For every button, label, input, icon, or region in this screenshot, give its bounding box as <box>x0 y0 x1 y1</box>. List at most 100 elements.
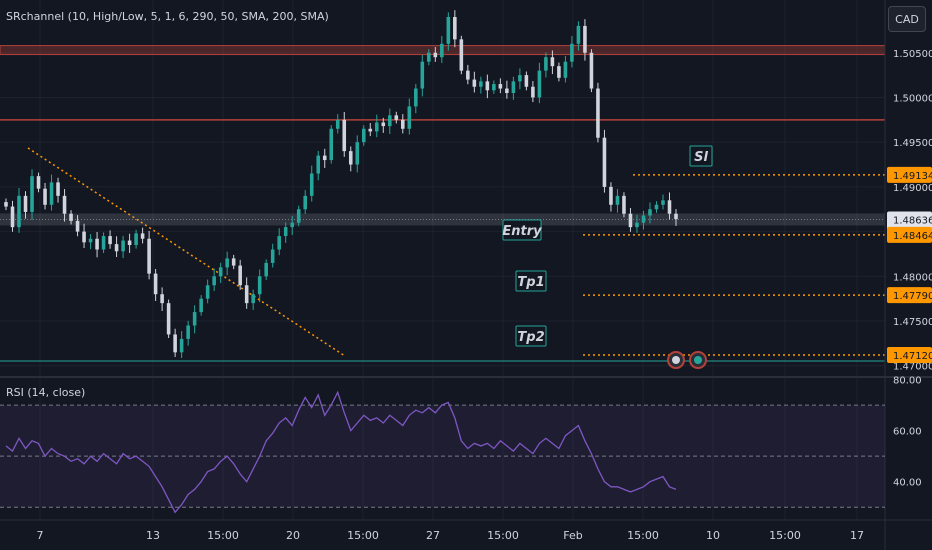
candle-up <box>420 61 425 89</box>
time-tick-label: 20 <box>286 529 300 542</box>
candle-down <box>609 186 613 205</box>
candle-down <box>589 52 594 89</box>
price-tick-label: 1.50500 <box>893 49 932 60</box>
rsi-line <box>5 390 677 514</box>
candle-down <box>114 244 119 252</box>
candle-up <box>179 338 184 353</box>
candle-down <box>231 258 236 266</box>
time-tick-label: 15:00 <box>769 529 801 542</box>
candle-down <box>628 213 633 228</box>
candle-down <box>166 303 171 335</box>
candle-down <box>466 70 470 80</box>
candle-up <box>30 176 34 212</box>
candle-down <box>43 188 47 205</box>
candle-down <box>459 39 464 71</box>
candle-up <box>264 262 268 277</box>
event-icon-center <box>694 356 702 364</box>
rsi-label[interactable]: RSI (14, close) <box>6 386 86 399</box>
candle-up <box>427 52 431 62</box>
candle-up <box>101 236 106 250</box>
candle-down <box>433 52 438 58</box>
candle-up <box>186 325 190 339</box>
candle-down <box>322 155 327 161</box>
price-tick-label: 1.49500 <box>893 138 932 149</box>
price-tick-label: 1.49000 <box>893 183 932 194</box>
entry-label-text: Entry <box>502 224 542 239</box>
tp2-label-text: Tp2 <box>517 330 544 345</box>
tp1-price-tag: 1.47790 <box>893 291 932 302</box>
candle-down <box>62 195 67 214</box>
candle-up <box>290 222 295 228</box>
time-tick-label: 15:00 <box>487 529 519 542</box>
sl-price-tag: 1.49134 <box>893 171 932 182</box>
sl-label: Sl <box>689 145 713 167</box>
rsi-tick-label: 80.00 <box>893 376 922 387</box>
candle-down <box>140 233 145 239</box>
entry-label: Entry <box>502 219 542 241</box>
candle-up <box>355 142 360 165</box>
grid-lines <box>0 0 885 520</box>
candle-down <box>36 176 41 189</box>
tp1-label-box <box>515 270 547 292</box>
currency-button[interactable]: CAD <box>888 6 926 32</box>
candle-down <box>4 202 8 207</box>
candle-down <box>557 66 561 78</box>
price-tick-label: 1.47000 <box>893 362 932 373</box>
candle-down <box>95 238 99 250</box>
candle-down <box>550 57 555 67</box>
entry-label-box <box>502 219 542 241</box>
candle-down <box>56 182 60 196</box>
price-axis[interactable]: 1.505001.500001.495001.490001.485001.480… <box>884 0 932 550</box>
candle-down <box>596 88 600 138</box>
candle-up <box>17 195 21 228</box>
candle-down <box>453 16 457 40</box>
candle-up <box>192 312 197 326</box>
candle-down <box>401 119 405 129</box>
time-axis[interactable]: 7 13 15:00 20 15:00 27 15:00 Feb 15:00 10 15:00 17 <box>0 519 932 542</box>
candle-up <box>661 200 665 205</box>
time-tick-label: Feb <box>563 529 582 542</box>
candle-down <box>381 122 386 127</box>
candle-up <box>615 195 620 205</box>
time-tick-label: 17 <box>850 529 864 542</box>
candle-up <box>518 75 522 82</box>
candle-down <box>69 213 73 221</box>
candle-up <box>635 222 639 228</box>
candle-up <box>88 238 93 243</box>
candle-up <box>537 70 542 98</box>
time-tick-label: 27 <box>426 529 440 542</box>
current-price-band <box>0 213 885 226</box>
candle-down <box>505 88 509 93</box>
current-price-tag: 1.48636 <box>893 215 932 226</box>
candle-up <box>329 128 334 161</box>
candle-up <box>283 227 288 237</box>
candle-up <box>492 84 496 91</box>
sl-label-text: Sl <box>694 150 708 165</box>
candle-up <box>374 122 379 132</box>
candle-down <box>147 238 151 274</box>
candle-down <box>498 84 503 89</box>
candle-down <box>583 25 587 53</box>
candle-up <box>407 106 412 129</box>
candle-down <box>524 75 529 87</box>
candle-up <box>212 276 216 286</box>
time-tick-label: 15:00 <box>207 529 239 542</box>
candle-down <box>394 115 399 120</box>
candle-up <box>654 204 659 210</box>
price-tick-label: 1.48000 <box>893 272 932 283</box>
candle-up <box>414 88 418 107</box>
candle-down <box>667 200 672 214</box>
candle-down <box>348 151 353 165</box>
candle-up <box>641 215 646 223</box>
time-tick-label: 10 <box>706 529 720 542</box>
candle-up <box>576 25 581 44</box>
tp2-price-tag-box <box>887 347 932 364</box>
candle-down <box>622 195 626 214</box>
sl-price-tag-box <box>887 166 932 183</box>
time-tick-label: 15:00 <box>347 529 379 542</box>
candle-down <box>75 220 80 232</box>
time-tick-label: 7 <box>37 529 44 542</box>
candle-up <box>134 233 138 246</box>
indicator-label[interactable]: SRchannel (10, High/Low, 5, 1, 6, 290, 5… <box>6 10 329 23</box>
